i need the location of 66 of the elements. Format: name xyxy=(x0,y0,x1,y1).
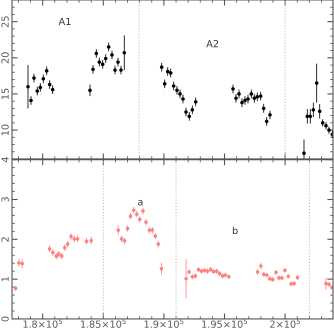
point xyxy=(172,84,176,88)
point xyxy=(181,97,185,101)
y-tick-label: 20 xyxy=(1,52,9,64)
point xyxy=(311,108,316,112)
point xyxy=(175,88,179,92)
point xyxy=(268,113,272,117)
point xyxy=(122,50,126,55)
point xyxy=(160,65,164,70)
point xyxy=(194,100,198,104)
point xyxy=(264,120,268,124)
point xyxy=(231,87,235,91)
point xyxy=(113,68,117,72)
y-tick-label: 3 xyxy=(1,197,9,202)
annotation: b xyxy=(232,226,238,234)
y-tick-label: 1 xyxy=(2,276,9,282)
point xyxy=(35,89,40,93)
annotation: a xyxy=(138,200,143,206)
point xyxy=(308,114,312,118)
point xyxy=(240,100,244,104)
point xyxy=(97,60,102,64)
y-tick-label: 2 xyxy=(1,237,9,242)
point xyxy=(104,56,108,60)
point xyxy=(262,106,266,110)
point xyxy=(302,151,306,156)
point xyxy=(41,76,46,81)
annotation: A1 xyxy=(58,18,71,25)
point xyxy=(187,114,192,118)
point xyxy=(305,114,310,118)
point xyxy=(38,86,42,90)
y-tick-label: 0 xyxy=(1,316,9,322)
point xyxy=(119,68,123,72)
point xyxy=(100,62,104,66)
point xyxy=(106,45,110,49)
annotation: A2 xyxy=(206,40,218,48)
point xyxy=(88,88,92,92)
point xyxy=(320,121,324,125)
point xyxy=(243,98,247,102)
point xyxy=(162,82,166,86)
point xyxy=(314,81,318,85)
y-tick-label: 10 xyxy=(1,124,9,136)
point xyxy=(258,94,262,98)
point xyxy=(249,92,254,96)
point xyxy=(255,95,260,99)
point xyxy=(178,92,182,96)
point xyxy=(110,53,114,57)
point xyxy=(91,68,95,72)
point xyxy=(44,69,48,73)
y-tick-label: 15 xyxy=(2,88,9,100)
point xyxy=(252,96,256,100)
point xyxy=(32,76,36,80)
point xyxy=(190,108,194,112)
point xyxy=(168,71,172,75)
point xyxy=(48,82,52,86)
point xyxy=(26,84,30,89)
y-tick-label: 25 xyxy=(1,16,9,28)
point xyxy=(50,88,54,92)
point xyxy=(116,60,120,64)
point xyxy=(237,92,241,96)
point xyxy=(166,70,170,74)
point xyxy=(318,109,322,114)
point xyxy=(246,97,250,101)
point xyxy=(94,52,98,56)
point xyxy=(184,110,188,114)
point xyxy=(234,96,238,100)
y-tick-label: 4 xyxy=(2,157,9,162)
point xyxy=(29,98,33,102)
